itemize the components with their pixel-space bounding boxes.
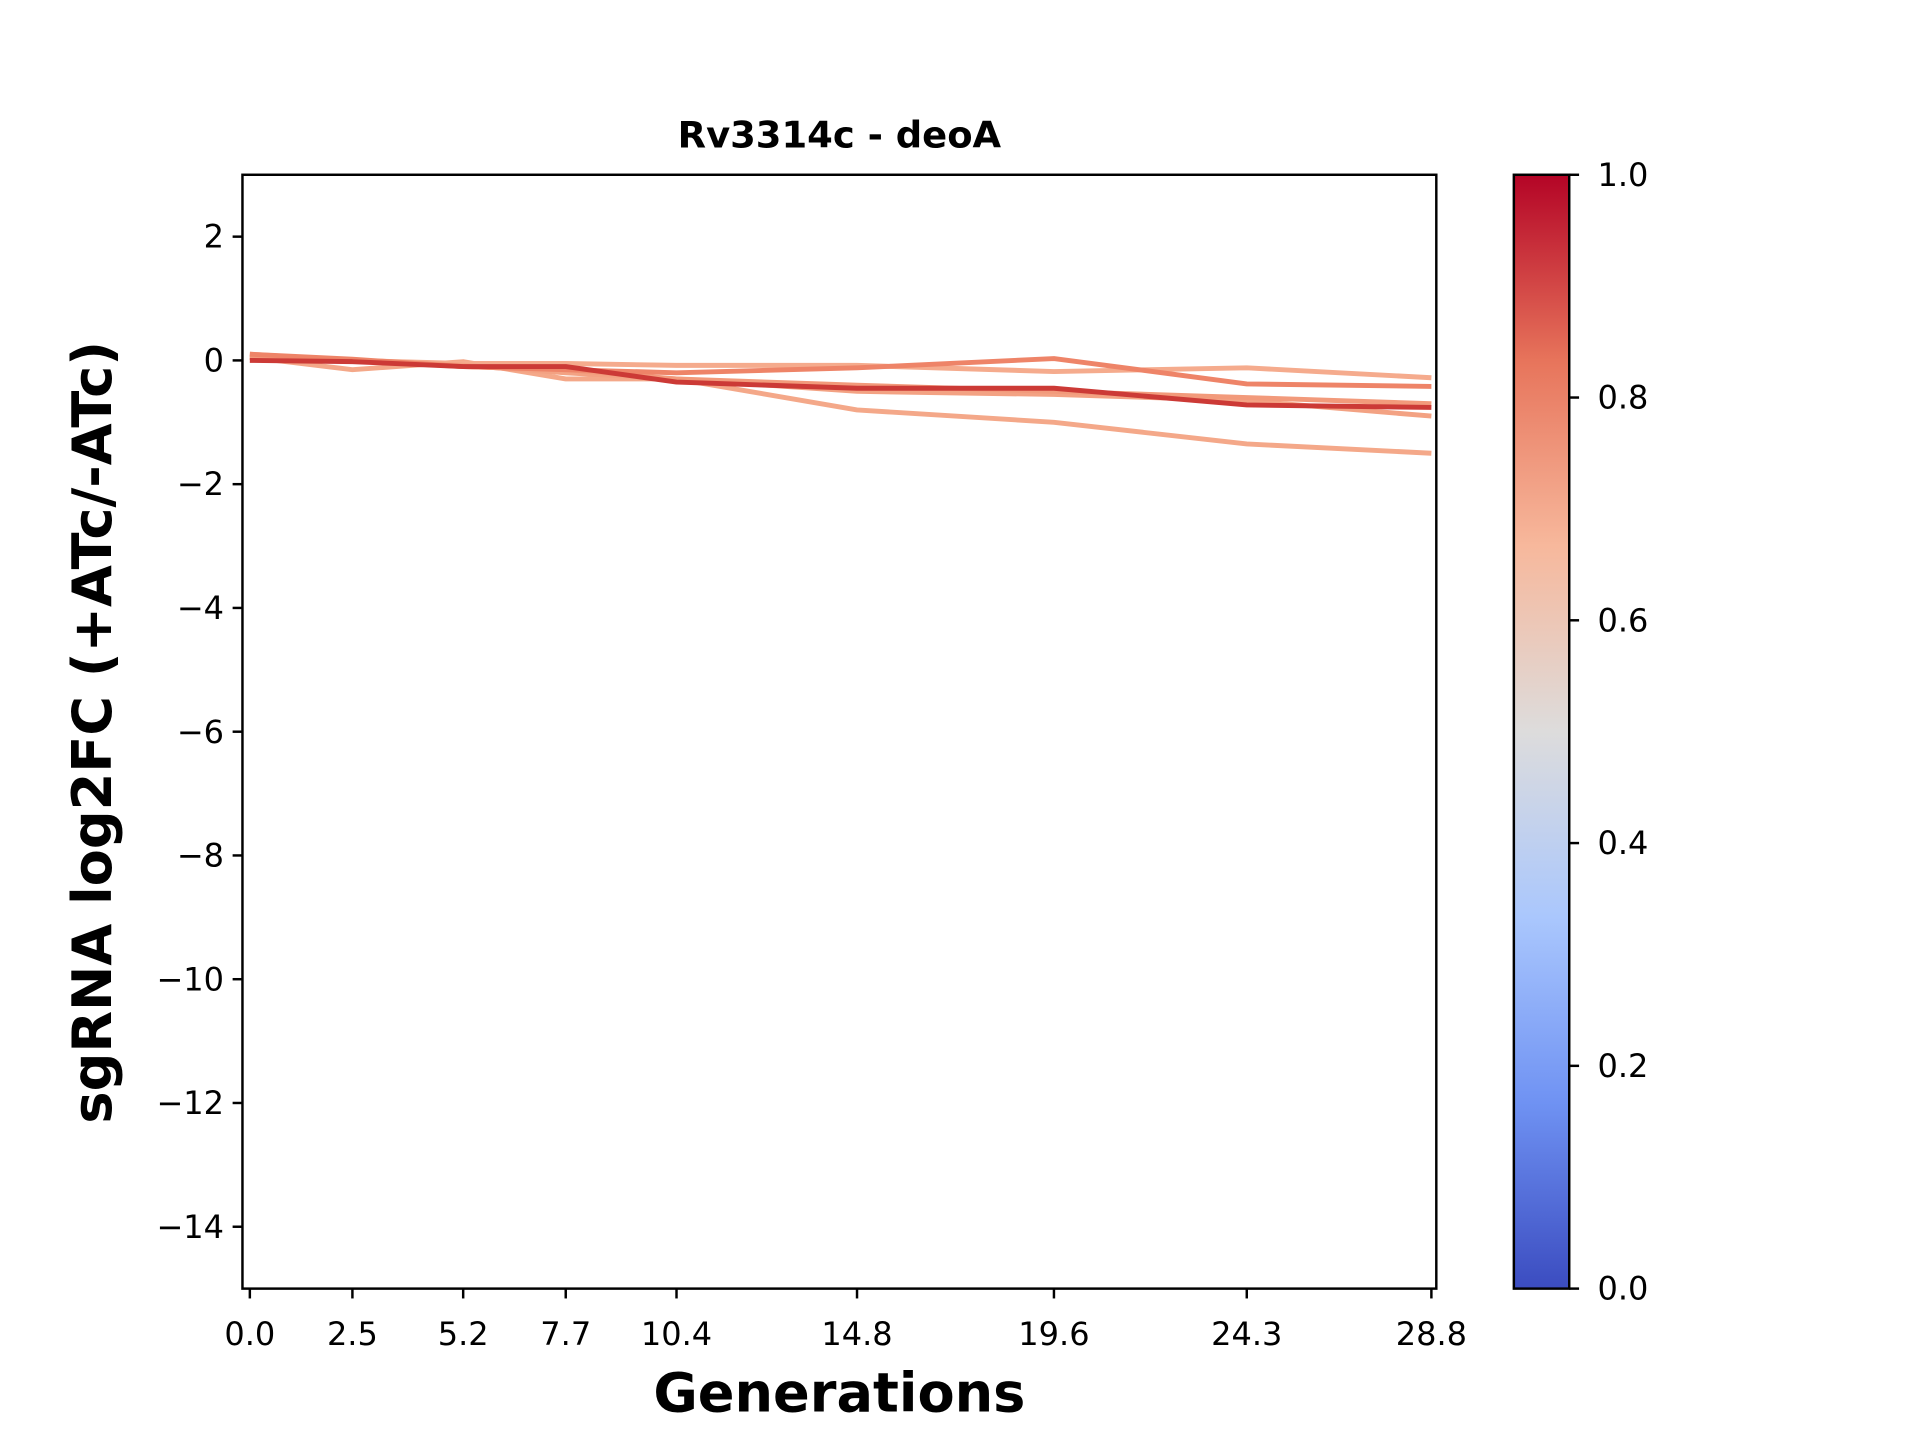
- plot-frame: [241, 173, 1438, 1290]
- colorbar-tick-label: 0.6: [1598, 601, 1649, 639]
- x-tick-label: 28.8: [1396, 1315, 1467, 1353]
- chart-title: Rv3314c - deoA: [678, 114, 1002, 157]
- x-axis: 0.0 2.5 5.2 7.7 10.4 14.8 19.6 24.3 28.8: [224, 1288, 1467, 1353]
- colorbar-tick-label: 0.4: [1598, 824, 1649, 862]
- y-tick-label: −8: [177, 837, 224, 875]
- x-tick-label: 7.7: [540, 1315, 591, 1353]
- y-axis: 2 0 −2 −4 −6 −8 −10 −12 −14: [156, 218, 243, 1246]
- x-tick-label: 5.2: [438, 1315, 489, 1353]
- y-axis-label: sgRNA log2FC (+ATc/-ATc): [61, 341, 124, 1124]
- colorbar-tick-label: 0.0: [1598, 1270, 1649, 1308]
- colorbar-ticks: 0.0 0.2 0.4 0.6 0.8 1.0: [1569, 156, 1648, 1308]
- x-tick-label: 24.3: [1211, 1315, 1282, 1353]
- x-tick-label: 14.8: [821, 1315, 892, 1353]
- series-lines: [249, 351, 1432, 456]
- x-tick-label: 2.5: [327, 1315, 378, 1353]
- x-tick-label: 0.0: [224, 1315, 275, 1353]
- series-line-5: [249, 357, 1432, 410]
- y-tick-label: −14: [156, 1208, 224, 1246]
- colorbar-tick-label: 1.0: [1598, 156, 1649, 194]
- x-tick-label: 19.6: [1018, 1315, 1089, 1353]
- x-tick-label: 10.4: [641, 1315, 712, 1353]
- colorbar-tick-label: 0.8: [1598, 379, 1649, 417]
- y-tick-label: 0: [204, 341, 224, 379]
- x-axis-label: Generations: [653, 1362, 1025, 1425]
- colorbar-tick-label: 0.2: [1598, 1047, 1649, 1085]
- y-tick-label: −12: [156, 1084, 224, 1122]
- y-tick-label: −2: [177, 465, 224, 503]
- y-tick-label: 2: [204, 218, 224, 256]
- y-tick-label: −10: [156, 960, 224, 998]
- colorbar: [1512, 173, 1571, 1290]
- y-tick-label: −6: [177, 713, 224, 751]
- y-tick-label: −4: [177, 589, 224, 627]
